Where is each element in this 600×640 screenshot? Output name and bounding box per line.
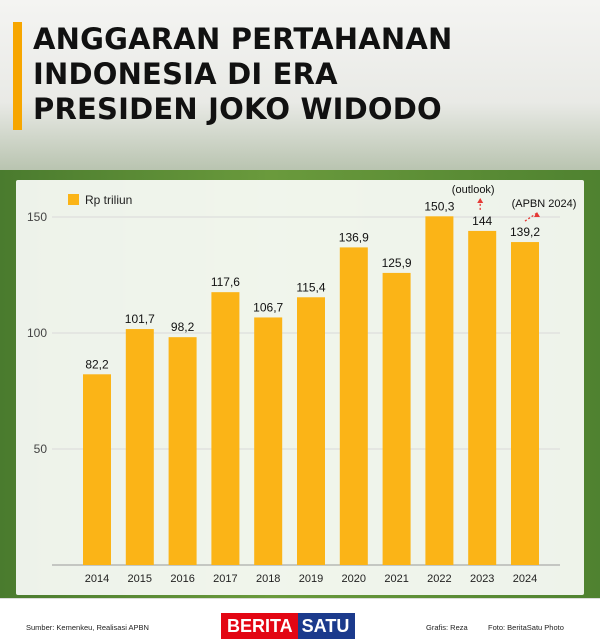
- value-label-2015: 101,7: [125, 312, 155, 326]
- grafis-credit: Grafis: Reza: [426, 623, 468, 632]
- bar-2022: [425, 216, 454, 565]
- annotation-2024: (APBN 2024): [512, 198, 577, 210]
- title-line-1: ANGGARAN PERTAHANAN: [33, 22, 453, 56]
- bar-2020: [339, 247, 368, 565]
- category-label-2024: 2024: [513, 573, 537, 585]
- logo-satu: SATU: [297, 613, 356, 639]
- bar-2023: [468, 230, 497, 566]
- legend-swatch: [68, 194, 79, 205]
- page-title: ANGGARAN PERTAHANAN INDONESIA DI ERA PRE…: [33, 22, 573, 127]
- bar-2016: [168, 337, 197, 565]
- source-text: Sumber: Kemenkeu, Realisasi APBN: [26, 623, 149, 632]
- bar-2014: [83, 374, 111, 565]
- title-line-2: INDONESIA DI ERA: [33, 57, 338, 91]
- value-label-2023: 144: [472, 214, 492, 228]
- value-label-2017: 117,6: [211, 275, 240, 289]
- y-tick-label-150: 150: [27, 210, 47, 224]
- bar-2015: [125, 329, 154, 565]
- category-label-2017: 2017: [213, 573, 237, 585]
- annotation-arrowhead-2023: [477, 198, 484, 203]
- category-label-2019: 2019: [299, 573, 323, 585]
- value-label-2019: 115,4: [296, 280, 325, 294]
- annotation-arrowhead-2024: [534, 212, 540, 217]
- beritasatu-logo[interactable]: BERITA SATU: [221, 613, 356, 639]
- logo-berita: BERITA: [221, 613, 298, 639]
- bar-2024: [511, 242, 539, 565]
- category-label-2022: 2022: [427, 573, 451, 585]
- value-label-2021: 125,9: [382, 256, 412, 270]
- y-tick-label-100: 100: [27, 326, 47, 340]
- foto-credit: Foto: BeritaSatu Photo: [488, 623, 564, 632]
- value-label-2022: 150,3: [424, 199, 454, 213]
- category-label-2021: 2021: [384, 573, 408, 585]
- header-photo-band: [0, 0, 600, 170]
- bar-2021: [382, 272, 411, 565]
- legend-label: Rp triliun: [85, 193, 132, 207]
- bar-2018: [254, 317, 283, 565]
- category-label-2020: 2020: [342, 573, 366, 585]
- bar-2019: [297, 297, 325, 565]
- annotation-2023: (outlook): [452, 184, 495, 196]
- annotation-arrow-2024: [524, 212, 538, 222]
- category-label-2018: 2018: [256, 573, 280, 585]
- value-label-2020: 136,9: [339, 230, 369, 244]
- value-label-2018: 106,7: [253, 300, 283, 314]
- category-label-2016: 2016: [170, 573, 194, 585]
- value-label-2016: 98,2: [171, 320, 195, 334]
- title-accent-bar: [13, 22, 22, 130]
- value-label-2014: 82,2: [85, 357, 109, 371]
- category-label-2023: 2023: [470, 573, 494, 585]
- bar-chart: 50 100 150 Rp triliun 82,2 2014 101,7 2015 98,2 2…: [27, 184, 577, 585]
- title-line-3: PRESIDEN JOKO WIDODO: [33, 92, 442, 126]
- category-label-2014: 2014: [85, 573, 109, 585]
- bar-2017: [211, 292, 240, 565]
- footer: Sumber: Kemenkeu, Realisasi APBN BERITA …: [0, 598, 600, 640]
- y-tick-label-50: 50: [34, 442, 48, 456]
- category-label-2015: 2015: [128, 573, 152, 585]
- value-label-2024: 139,2: [510, 225, 540, 239]
